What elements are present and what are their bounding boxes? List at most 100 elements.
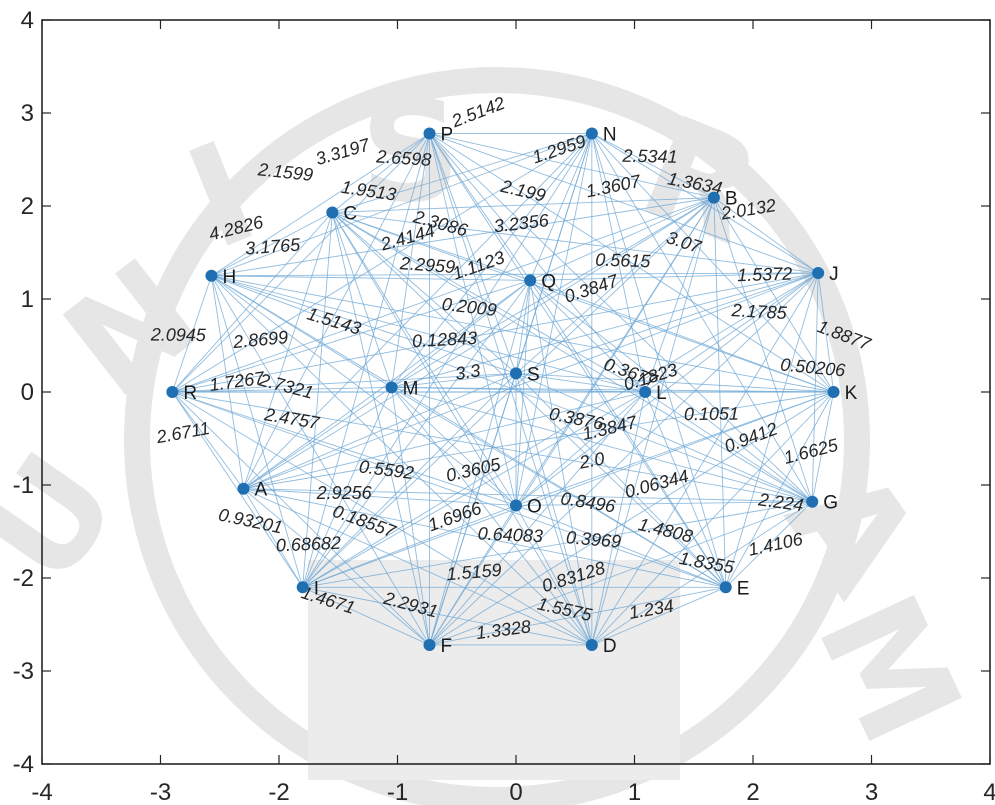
edge-E-Q — [529, 280, 727, 588]
node-N — [585, 127, 598, 140]
node-label-H: H — [222, 267, 236, 288]
edge-N-Q — [529, 133, 593, 281]
edge-weight-label: 1.5575 — [536, 594, 595, 626]
edge-weight-label: 3.2356 — [493, 210, 551, 236]
edge-weight-label: 0.3605 — [444, 454, 503, 486]
node-J — [812, 266, 825, 279]
node-label-Q: Q — [541, 271, 556, 292]
node-label-M: M — [403, 378, 419, 399]
edge-M-Q — [391, 280, 531, 388]
edge-P-G — [429, 133, 813, 503]
edge-weight-label: 1.9513 — [340, 177, 397, 205]
edge-C-J — [332, 212, 819, 274]
y-tick-label: 4 — [21, 7, 34, 34]
edge-weight-label: 3.3197 — [313, 134, 372, 169]
edge-G-F — [429, 501, 813, 646]
edge-weight-label: 2.7321 — [256, 369, 315, 402]
edge-C-O — [331, 212, 517, 506]
edge-C-G — [332, 212, 813, 503]
edge-weight-label: 1.6625 — [782, 435, 841, 468]
edge-N-C — [332, 133, 592, 213]
edge-B-M — [391, 197, 715, 388]
edge-O-L — [515, 391, 646, 506]
edge-Q-S — [515, 280, 531, 374]
edge-weight-label: 2.199 — [498, 176, 547, 206]
edge-E-O — [515, 505, 726, 588]
node-label-K: K — [845, 383, 858, 404]
edge-H-F — [211, 275, 430, 646]
edge-N-S — [515, 133, 593, 374]
edge-I-Q — [302, 280, 531, 588]
edge-K-S — [515, 372, 834, 393]
edge-P-O — [429, 133, 517, 506]
edge-D-L — [591, 391, 646, 646]
node-label-C: C — [343, 204, 357, 225]
edge-B-Q — [530, 197, 715, 281]
node-label-J: J — [829, 264, 839, 285]
node-G — [806, 495, 819, 508]
edge-I-F — [302, 586, 430, 646]
edge-weight-label: 2.1599 — [256, 159, 314, 185]
edge-weight-label: 1.6966 — [425, 497, 485, 535]
y-tick-label: 2 — [21, 193, 34, 220]
edge-G-I — [302, 501, 813, 588]
edge-weight-label: 2.0 — [577, 448, 606, 473]
x-tick-label: -1 — [387, 779, 408, 805]
edge-M-S — [391, 372, 517, 388]
edge-weight-label: 0.1051 — [684, 404, 739, 425]
x-tick-label: 1 — [628, 779, 641, 805]
edge-weight-label: 2.8699 — [231, 327, 289, 352]
edge-weight-label: 2.2959 — [398, 253, 455, 277]
edge-A-O — [243, 488, 517, 506]
node-Q — [524, 274, 537, 287]
edge-C-M — [331, 212, 393, 388]
edge-I-M — [302, 387, 392, 588]
edge-C-Q — [332, 212, 531, 281]
edge-B-E — [713, 197, 727, 588]
edge-J-O — [515, 272, 819, 506]
edge-weight-label: 1.7267 — [208, 368, 266, 395]
edge-C-F — [331, 212, 430, 646]
node-label-R: R — [183, 383, 197, 404]
x-tick-label: -3 — [150, 779, 171, 805]
edge-C-H — [211, 212, 333, 277]
edge-weight-label: 0.5615 — [595, 250, 652, 272]
edge-weight-label: 1.5159 — [446, 560, 503, 585]
edge-layer — [171, 133, 835, 646]
edge-B-G — [713, 197, 813, 502]
edge-P-M — [391, 133, 430, 388]
edge-N-E — [591, 133, 727, 588]
node-label-N: N — [603, 124, 617, 145]
edge-weight-label: 2.6598 — [375, 146, 432, 169]
edge-weight-label: 2.4757 — [262, 404, 322, 433]
edge-B-S — [515, 197, 715, 374]
edge-weight-label: 2.6711 — [154, 418, 211, 447]
edge-B-K — [713, 197, 834, 393]
edge-weight-label: 2.5142 — [448, 93, 508, 132]
node-label-I: I — [314, 578, 319, 599]
edge-J-M — [391, 272, 819, 388]
edge-B-C — [332, 197, 714, 213]
node-label-A: A — [254, 480, 267, 501]
edge-H-O — [211, 275, 517, 506]
y-tick-label: 3 — [21, 100, 34, 127]
node-label-L: L — [656, 383, 667, 404]
edge-N-H — [211, 133, 592, 277]
x-tick-label: 4 — [983, 779, 995, 805]
edge-N-A — [243, 133, 593, 490]
edge-O-M — [391, 387, 517, 506]
x-tick-label: 2 — [746, 779, 759, 805]
node-L — [639, 386, 652, 398]
x-tick-label: 0 — [509, 779, 522, 805]
edge-A-E — [243, 488, 726, 588]
edge-I-L — [302, 391, 646, 588]
edge-D-Q — [529, 280, 593, 646]
edge-E-S — [515, 373, 727, 588]
edge-R-D — [172, 391, 593, 646]
edge-C-D — [331, 212, 593, 646]
edge-C-S — [332, 212, 517, 374]
edge-P-H — [211, 133, 430, 277]
edge-K-G — [811, 391, 835, 502]
edge-N-K — [591, 133, 834, 393]
edge-H-M — [211, 275, 392, 388]
